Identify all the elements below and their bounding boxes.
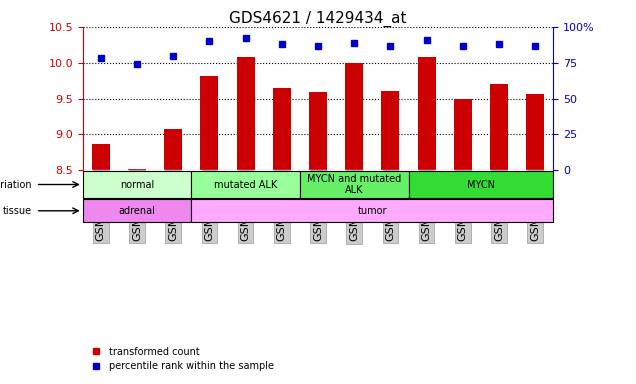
Bar — [418, 57, 436, 170]
Bar — [490, 84, 508, 170]
Bar — [164, 129, 183, 170]
Bar — [408, 171, 553, 198]
Text: normal: normal — [120, 179, 154, 190]
Bar — [92, 144, 110, 170]
Text: tissue: tissue — [3, 206, 32, 216]
Text: mutated ALK: mutated ALK — [214, 179, 277, 190]
Bar — [83, 199, 191, 222]
Text: MYCN: MYCN — [467, 179, 495, 190]
Bar — [191, 171, 300, 198]
Text: MYCN and mutated
ALK: MYCN and mutated ALK — [307, 174, 401, 195]
Bar — [526, 94, 544, 170]
Bar — [453, 99, 472, 170]
Bar — [237, 57, 254, 170]
Bar — [382, 91, 399, 170]
Bar — [200, 76, 218, 170]
Bar — [273, 88, 291, 170]
Bar — [191, 199, 553, 222]
Text: genotype/variation: genotype/variation — [0, 179, 32, 190]
Bar — [300, 171, 408, 198]
Text: adrenal: adrenal — [118, 206, 155, 216]
Bar — [83, 171, 191, 198]
Title: GDS4621 / 1429434_at: GDS4621 / 1429434_at — [229, 11, 407, 27]
Text: tumor: tumor — [357, 206, 387, 216]
Bar — [309, 92, 327, 170]
Bar — [345, 63, 363, 170]
Bar — [128, 169, 146, 170]
Legend: transformed count, percentile rank within the sample: transformed count, percentile rank withi… — [88, 343, 278, 375]
